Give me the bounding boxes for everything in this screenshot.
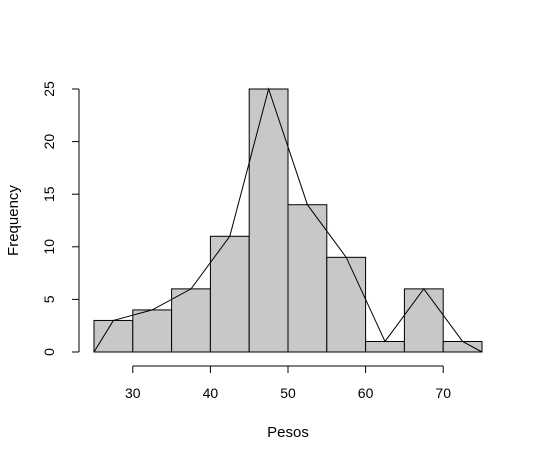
y-axis: 0 5 10 15 20 25 bbox=[41, 81, 80, 356]
histogram-bar-6 bbox=[326, 256, 367, 353]
y-tick-label-0: 0 bbox=[41, 348, 57, 356]
histogram-bar-1 bbox=[132, 309, 173, 353]
histogram-bar-7 bbox=[365, 340, 405, 353]
x-tick-label-2: 50 bbox=[280, 385, 296, 401]
histogram-bar-3 bbox=[209, 235, 250, 353]
y-tick-label-1: 5 bbox=[41, 295, 57, 303]
histogram-bars bbox=[93, 88, 483, 353]
x-axis: 30 40 50 60 70 bbox=[125, 365, 451, 401]
y-tick-label-3: 15 bbox=[41, 186, 57, 202]
histogram-bar-5 bbox=[287, 204, 328, 353]
histogram-bar-2 bbox=[171, 288, 211, 353]
y-tick-label-4: 20 bbox=[41, 134, 57, 150]
frequency-polygon-line bbox=[93, 87, 483, 353]
x-tick-label-0: 30 bbox=[125, 385, 141, 401]
histogram-bar-0 bbox=[93, 319, 134, 353]
x-tick-label-4: 70 bbox=[435, 385, 451, 401]
x-tick-label-3: 60 bbox=[358, 385, 374, 401]
x-tick-label-1: 40 bbox=[203, 385, 219, 401]
y-tick-label-5: 25 bbox=[41, 81, 57, 97]
y-axis-label: Frequency bbox=[5, 185, 22, 256]
x-axis-label: Pesos bbox=[267, 424, 309, 441]
histogram-bar-8 bbox=[403, 288, 444, 353]
frequency-polygon-layer bbox=[93, 87, 483, 353]
histogram-bar-4 bbox=[248, 88, 289, 353]
y-tick-label-2: 10 bbox=[41, 239, 57, 255]
histogram-bar-9 bbox=[442, 340, 483, 353]
